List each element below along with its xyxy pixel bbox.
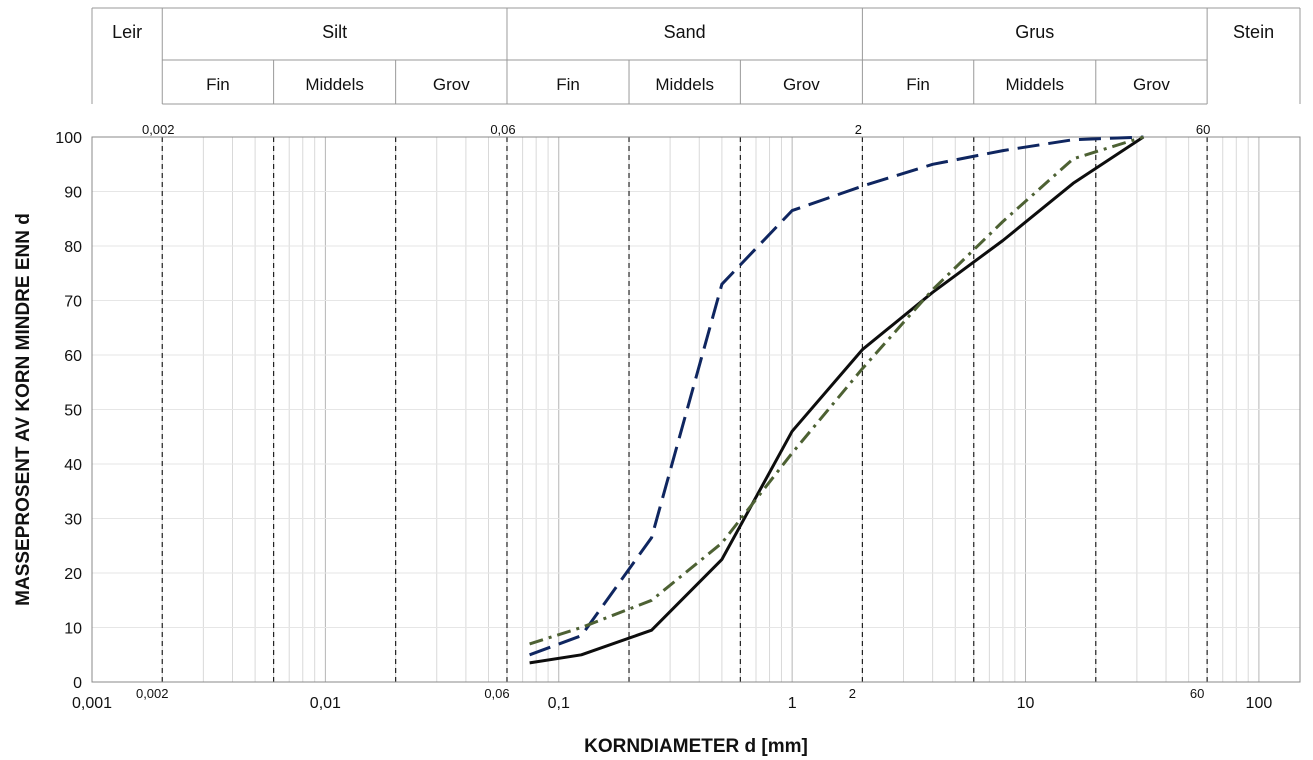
classification-table: Leir Silt Fin Middels Grov Sand Fin Middels Grov…	[91, 7, 1301, 105]
subclass-label: Grov	[433, 75, 470, 94]
x-tick-label: 0,01	[310, 695, 341, 712]
y-tick-label: 70	[64, 294, 82, 311]
subclass-label: Middels	[655, 75, 714, 94]
y-tick-label: 40	[64, 457, 82, 474]
boundary-label-top: 0,002	[142, 122, 175, 137]
series-line-1	[529, 135, 1145, 665]
y-tick-label: 90	[64, 185, 82, 202]
boundary-label-top: 2	[855, 122, 862, 137]
series-line-2	[529, 135, 1144, 657]
class-label: Leir	[112, 22, 142, 42]
y-tick-label: 50	[64, 403, 82, 420]
x-tick-label: 1	[788, 695, 797, 712]
boundary-labels: 0,002 0,002 0,06 0,06 2 2 60 60	[136, 122, 1210, 701]
x-axis-ticks: 0,001 0,01 0,1 1 10 100	[72, 695, 1272, 712]
class-label: Sand	[664, 22, 706, 42]
class-label: Stein	[1233, 22, 1274, 42]
y-axis-ticks: 0 10 20 30 40 50 60 70 80 90 100	[55, 130, 82, 692]
boundary-label-bottom: 2	[849, 686, 856, 701]
boundary-label-top: 60	[1196, 122, 1210, 137]
y-tick-label: 10	[64, 621, 82, 638]
subclass-label: Fin	[556, 75, 580, 94]
boundary-label-bottom: 0,002	[136, 686, 169, 701]
x-tick-label: 0,001	[72, 695, 112, 712]
y-tick-label: 80	[64, 239, 82, 256]
boundary-label-top: 0,06	[490, 122, 515, 137]
subclass-label: Fin	[906, 75, 930, 94]
subclass-label: Grov	[1133, 75, 1170, 94]
subclass-label: Grov	[783, 75, 820, 94]
x-axis-title: KORNDIAMETER d [mm]	[584, 736, 808, 757]
class-label: Silt	[322, 22, 347, 42]
y-tick-label: 0	[73, 675, 82, 692]
subclass-label: Middels	[1005, 75, 1064, 94]
boundary-label-bottom: 0,06	[484, 686, 509, 701]
x-tick-label: 0,1	[548, 695, 570, 712]
y-tick-label: 20	[64, 566, 82, 583]
y-tick-label: 60	[64, 348, 82, 365]
y-axis-title: MASSEPROSENT AV KORN MINDRE ENN d	[13, 213, 34, 606]
y-tick-label: 100	[55, 130, 82, 147]
series-lines	[529, 135, 1145, 665]
x-tick-label: 100	[1246, 695, 1273, 712]
boundary-label-bottom: 60	[1190, 686, 1204, 701]
class-boundary-lines	[161, 137, 1208, 682]
class-label: Grus	[1015, 22, 1054, 42]
series-line-3	[529, 135, 1144, 646]
plot-frame	[91, 136, 1301, 683]
subclass-label: Middels	[305, 75, 364, 94]
y-tick-label: 30	[64, 512, 82, 529]
x-tick-label: 10	[1017, 695, 1035, 712]
subclass-label: Fin	[206, 75, 230, 94]
